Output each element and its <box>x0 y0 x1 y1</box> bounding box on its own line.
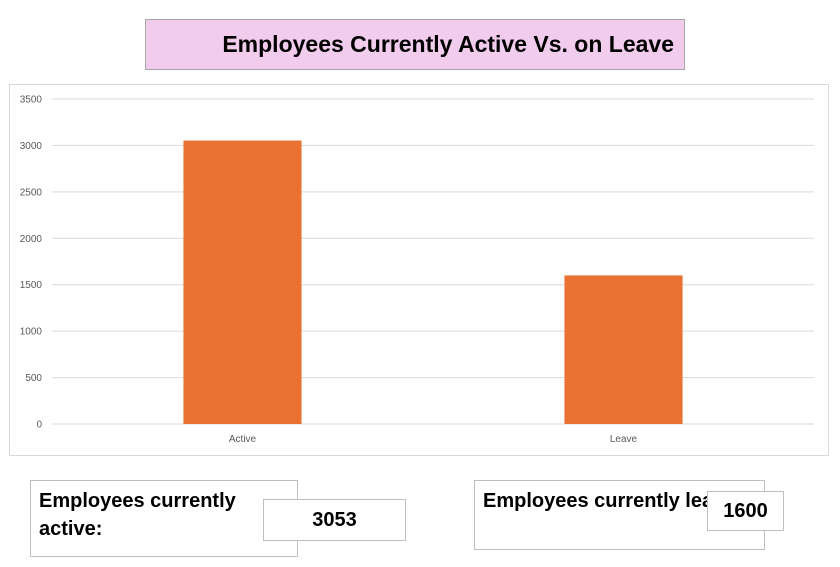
x-tick-label: Leave <box>610 434 638 445</box>
y-tick-label: 3000 <box>20 141 43 152</box>
x-tick-label: Active <box>229 434 257 445</box>
bar-leave <box>564 275 683 424</box>
y-tick-label: 2000 <box>20 234 43 245</box>
y-tick-label: 500 <box>25 373 42 384</box>
y-tick-label: 2500 <box>20 187 43 198</box>
leave-count-value: 1600 <box>707 491 784 531</box>
y-tick-label: 3500 <box>20 95 43 106</box>
y-tick-label: 1000 <box>20 327 43 338</box>
active-count-label: Employees currently active: <box>30 480 298 557</box>
chart-title-box: Employees Currently Active Vs. on Leave <box>145 19 685 70</box>
bar-active <box>183 140 302 424</box>
active-count-value: 3053 <box>263 499 406 541</box>
bar-chart-svg: 0 500 1000 1500 2000 2500 3000 3500 Active Leave <box>20 95 814 445</box>
bar-chart: 0 500 1000 1500 2000 2500 3000 3500 Active Leave <box>9 84 829 456</box>
y-tick-label: 0 <box>36 420 42 431</box>
chart-title: Employees Currently Active Vs. on Leave <box>222 31 674 57</box>
y-tick-label: 1500 <box>20 280 43 291</box>
